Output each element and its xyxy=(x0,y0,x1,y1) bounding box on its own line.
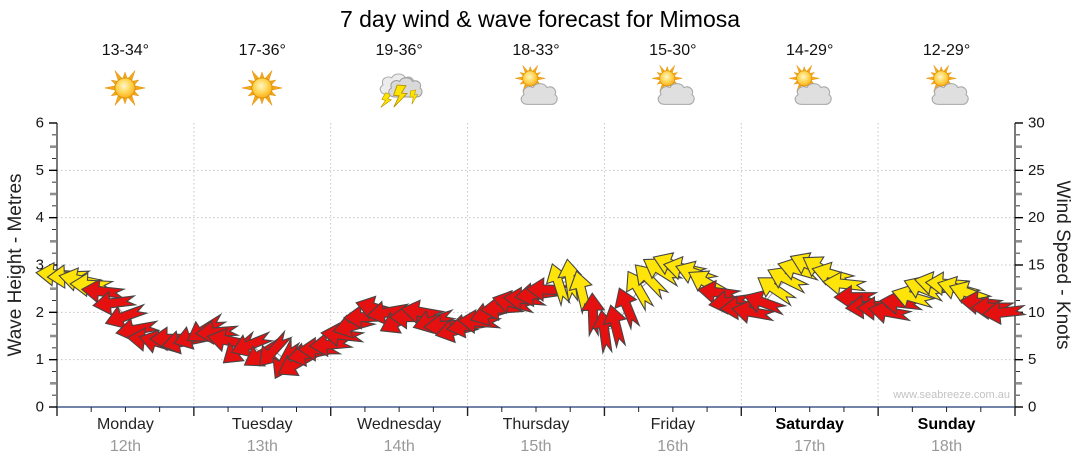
day-date: 18th xyxy=(930,438,963,455)
forecast-day: 12-29° xyxy=(922,42,972,112)
wave-tick-label: 2 xyxy=(36,304,44,321)
right-axis-title: Wind Speed - Knots xyxy=(1052,180,1073,350)
lightning-bolt xyxy=(409,89,419,105)
wind-tick-label: 25 xyxy=(1028,162,1045,179)
sun-behind-cloud-icon xyxy=(925,65,969,105)
sun-shape xyxy=(242,70,283,106)
cloud-shape xyxy=(520,83,558,105)
lightning-bolt xyxy=(393,84,409,108)
day-label: Saturday 17th xyxy=(775,416,843,456)
wind-tick-label: 0 xyxy=(1028,399,1036,416)
day-name: Thursday xyxy=(502,416,570,433)
temp-range: 17-36° xyxy=(238,42,286,59)
wind-arrow xyxy=(80,278,127,304)
sun-icon xyxy=(105,70,146,106)
wave-tick-label: 5 xyxy=(36,162,44,179)
wind-tick-label: 15 xyxy=(1028,257,1045,274)
left-axis-title: Wave Height - Metres xyxy=(5,173,26,357)
wave-tick-label: 4 xyxy=(36,209,44,226)
forecast-day: 17-36° xyxy=(237,42,287,112)
cloud-shape xyxy=(657,83,695,105)
cloud-shape xyxy=(794,83,832,105)
wind-tick-label: 30 xyxy=(1028,115,1045,132)
sun-shape xyxy=(925,65,956,92)
wind-arrow xyxy=(602,304,628,350)
forecast-day: 13-34° xyxy=(100,42,150,112)
wave-tick-label: 6 xyxy=(36,115,44,132)
day-name: Wednesday xyxy=(357,416,442,433)
forecast-day: 14-29° xyxy=(785,42,835,112)
wind-arrow xyxy=(981,300,1028,326)
wind-tick-label: 5 xyxy=(1028,351,1036,368)
wind-tick-label: 10 xyxy=(1028,304,1045,321)
temp-range: 15-30° xyxy=(649,42,697,59)
wind-arrow xyxy=(258,329,293,367)
sun-behind-cloud-icon xyxy=(788,65,832,105)
day-date: 15th xyxy=(520,438,552,455)
day-date: 14th xyxy=(383,438,415,455)
wind-tick-label: 20 xyxy=(1028,209,1045,226)
day-name: Monday xyxy=(96,416,154,433)
day-label: Thursday 15th xyxy=(503,416,570,456)
wind-arrow xyxy=(92,290,138,316)
thunderstorm-icon xyxy=(379,73,423,108)
wind-arrow xyxy=(822,271,868,297)
day-date: 12th xyxy=(109,438,141,455)
wind-arrow xyxy=(614,287,641,331)
forecast-day: 18-33° xyxy=(511,42,561,112)
temp-range: 18-33° xyxy=(512,42,560,59)
day-name: Friday xyxy=(650,416,696,433)
temp-range: 19-36° xyxy=(375,42,423,59)
sun-behind-cloud-icon xyxy=(515,65,558,105)
wind-arrow xyxy=(743,289,788,316)
wave-tick-label: 1 xyxy=(36,351,44,368)
wave-tick-label: 3 xyxy=(36,257,44,274)
wave-tick-label: 0 xyxy=(36,399,44,416)
sun-shape xyxy=(105,70,146,106)
day-date: 17th xyxy=(794,438,826,455)
day-label: Friday 16th xyxy=(651,416,695,456)
day-label: Wednesday 14th xyxy=(357,416,441,456)
day-name: Saturday xyxy=(775,416,844,433)
day-date: 13th xyxy=(246,438,278,455)
day-date: 16th xyxy=(657,438,689,455)
temp-range: 12-29° xyxy=(922,42,971,59)
sun-shape xyxy=(788,65,820,92)
day-name: Sunday xyxy=(917,416,976,433)
day-name: Tuesday xyxy=(231,416,293,433)
watermark: www.seabreeze.com.au xyxy=(893,389,1010,401)
sun-icon xyxy=(242,70,283,106)
temp-range: 13-34° xyxy=(101,42,150,59)
day-label: Tuesday 13th xyxy=(232,416,293,456)
page-title: 7 day wind & wave forecast for Mimosa xyxy=(339,6,741,32)
sun-behind-cloud-icon xyxy=(651,65,695,105)
temp-range: 14-29° xyxy=(786,42,834,59)
cloud-shape xyxy=(931,83,969,105)
forecast-day: 19-36° xyxy=(374,42,424,112)
day-label: Sunday 18th xyxy=(918,416,976,456)
forecast-day: 15-30° xyxy=(648,42,698,112)
day-label: Monday 12th xyxy=(97,416,154,456)
